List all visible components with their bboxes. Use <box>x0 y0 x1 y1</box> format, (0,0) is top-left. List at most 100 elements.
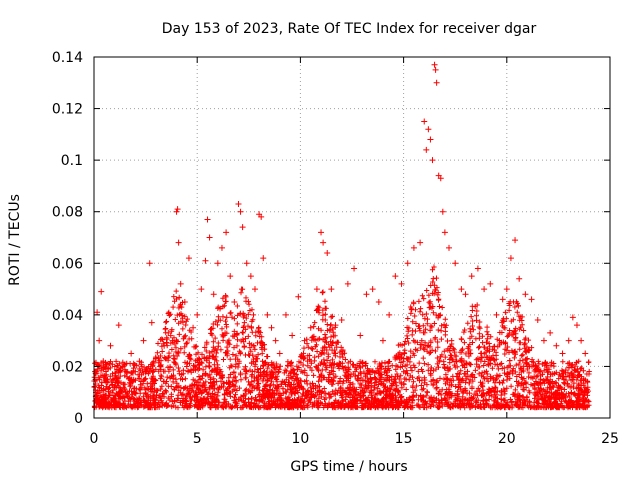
data-point <box>152 355 159 362</box>
plot-frame <box>93 56 611 419</box>
data-point <box>547 329 554 336</box>
data-point <box>363 291 370 298</box>
data-point <box>231 298 238 305</box>
x-axis-label: GPS time / hours <box>290 459 407 475</box>
data-point <box>318 229 325 236</box>
data-point <box>227 273 234 280</box>
data-point <box>223 229 230 236</box>
data-point <box>92 368 99 375</box>
data-point <box>128 350 135 357</box>
data-point <box>528 296 535 303</box>
data-point <box>522 291 529 298</box>
data-point <box>161 342 168 349</box>
data-point <box>251 286 258 293</box>
data-point <box>375 298 382 305</box>
data-point <box>398 280 405 287</box>
data-point <box>344 280 351 287</box>
data-point <box>289 332 296 339</box>
data-point <box>516 275 523 282</box>
x-tick-label: 20 <box>498 431 516 447</box>
data-point <box>540 337 547 344</box>
data-point <box>481 286 488 293</box>
data-point <box>206 234 213 241</box>
data-point <box>534 317 541 324</box>
data-point <box>313 286 320 293</box>
data-point <box>175 239 182 246</box>
data-point <box>148 319 155 326</box>
data-point <box>512 237 519 244</box>
data-point <box>96 337 103 344</box>
data-point <box>146 260 153 267</box>
data-point <box>503 286 510 293</box>
y-tick-label: 0 <box>74 411 83 427</box>
data-point <box>272 337 279 344</box>
data-point <box>210 291 217 298</box>
data-point <box>181 298 188 305</box>
data-point <box>119 363 126 370</box>
data-point <box>392 273 399 280</box>
data-point <box>276 350 283 357</box>
data-point <box>247 273 254 280</box>
data-point <box>474 265 481 272</box>
data-point <box>423 146 430 153</box>
data-point <box>320 239 327 246</box>
data-point <box>573 322 580 329</box>
dense-data-cloud <box>91 264 592 411</box>
data-point <box>307 324 314 331</box>
data-point <box>268 324 275 331</box>
x-tick-label: 15 <box>395 431 413 447</box>
data-point <box>214 260 221 267</box>
axis-ticks: 0 5 10 15 20 25 0 0.02 0.04 0.06 0.08 0.1 0.12 0.14 <box>52 50 619 447</box>
data-point <box>357 332 364 339</box>
data-point <box>144 366 151 373</box>
data-point <box>94 309 101 316</box>
data-point <box>351 265 358 272</box>
data-point <box>185 255 192 262</box>
data-point <box>239 224 246 231</box>
data-point <box>98 288 105 295</box>
data-point <box>493 311 500 318</box>
data-point <box>437 175 444 182</box>
data-point <box>136 358 143 365</box>
data-point <box>559 350 566 357</box>
data-point <box>458 286 465 293</box>
data-point <box>569 314 576 321</box>
data-point <box>507 255 514 262</box>
x-tick-label: 5 <box>193 431 202 447</box>
data-point <box>432 66 439 73</box>
data-point <box>386 311 393 318</box>
y-tick-label: 0.14 <box>52 50 83 66</box>
data-point <box>379 337 386 344</box>
data-point <box>103 376 110 383</box>
data-point <box>107 342 114 349</box>
data-point <box>462 291 469 298</box>
data-point <box>553 342 560 349</box>
data-point <box>578 337 585 344</box>
y-tick-label: 0.1 <box>61 153 83 169</box>
data-point <box>446 244 453 251</box>
data-point <box>165 329 172 336</box>
data-point <box>157 363 164 370</box>
data-point <box>324 249 331 256</box>
data-point <box>582 350 589 357</box>
data-point <box>421 118 428 125</box>
data-point <box>237 208 244 215</box>
data-point <box>565 337 572 344</box>
data-point <box>431 61 438 68</box>
data-point <box>468 273 475 280</box>
data-point <box>264 311 271 318</box>
data-point <box>433 79 440 86</box>
dense-roti-cloud <box>91 264 592 411</box>
data-point <box>425 126 432 133</box>
data-point <box>487 280 494 287</box>
data-point <box>132 368 139 375</box>
y-tick-label: 0.12 <box>52 102 83 118</box>
x-tick-label: 10 <box>291 431 309 447</box>
data-point <box>441 229 448 236</box>
data-point <box>194 311 201 318</box>
data-point <box>198 286 205 293</box>
data-point <box>328 286 335 293</box>
data-point <box>417 239 424 246</box>
data-point <box>332 322 339 329</box>
data-point <box>235 200 242 207</box>
